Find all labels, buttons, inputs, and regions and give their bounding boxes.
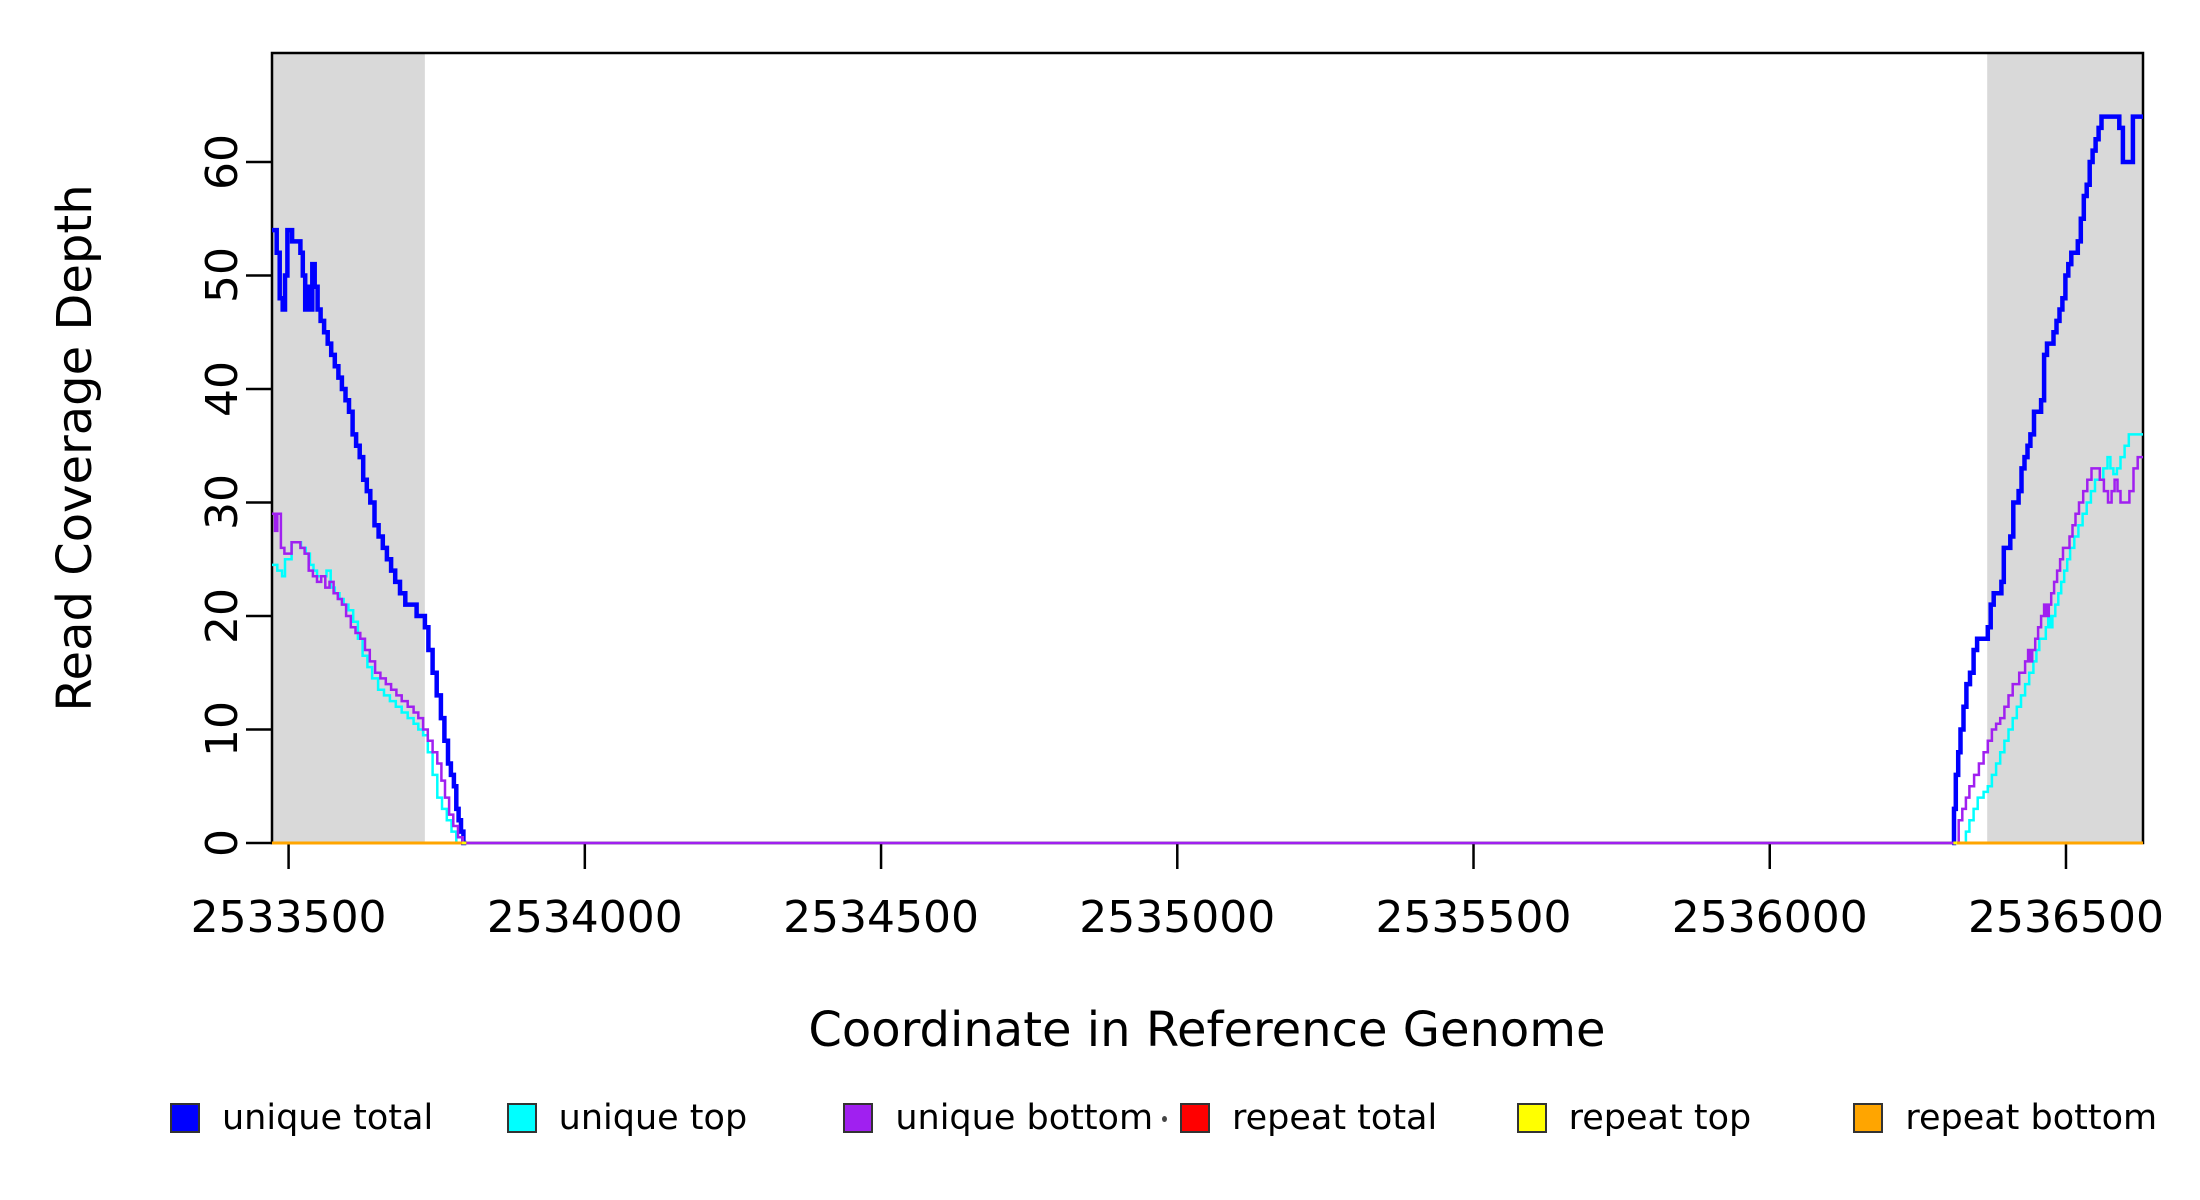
repeat-bottom-swatch-icon <box>1853 1103 1884 1133</box>
legend-label: repeat total <box>1231 1097 1438 1138</box>
x-tick-label: 2536000 <box>1671 892 1868 943</box>
repeat-top-swatch-icon <box>1516 1103 1547 1133</box>
x-tick-label: 2536500 <box>1967 892 2164 943</box>
series-unique-top <box>1962 433 2143 845</box>
legend-item-unique-bottom: unique bottom <box>843 1097 1180 1138</box>
legend-item-repeat-bottom: repeat bottom <box>1853 1097 2190 1138</box>
legend: unique total unique top unique bottom re… <box>170 1094 2190 1142</box>
legend-item-repeat-total: repeat total <box>1179 1097 1517 1138</box>
repeat-region-band <box>272 53 425 843</box>
repeat-region-band <box>1987 53 2143 843</box>
stray-dot <box>1162 1116 1167 1122</box>
unique-total-swatch-icon <box>170 1103 200 1133</box>
legend-label: repeat top <box>1568 1097 1752 1138</box>
x-tick-label: 2533500 <box>190 892 387 943</box>
repeat-total-swatch-icon <box>1179 1103 1210 1133</box>
series-unique-bottom <box>272 455 2143 845</box>
y-axis-title: Read Coverage Depth <box>47 184 103 712</box>
series-unique-total <box>1951 114 2143 846</box>
x-axis-title: Coordinate in Reference Genome <box>808 1002 1606 1058</box>
legend-label: repeat bottom <box>1905 1097 2158 1138</box>
x-tick-label: 2535000 <box>1079 892 1276 943</box>
x-tick-label: 2534500 <box>783 892 980 943</box>
plot-frame <box>270 51 2145 845</box>
legend-item-unique-total: unique total <box>170 1097 507 1138</box>
legend-label: unique total <box>222 1097 434 1138</box>
legend-label: unique top <box>558 1097 748 1138</box>
legend-item-repeat-top: repeat top <box>1516 1097 1854 1138</box>
legend-item-unique-top: unique top <box>506 1097 844 1138</box>
legend-label: unique bottom <box>895 1097 1154 1138</box>
series-unique-total <box>272 227 467 846</box>
unique-top-swatch-icon <box>506 1103 537 1133</box>
unique-bottom-swatch-icon <box>843 1103 874 1133</box>
x-tick-label: 2534000 <box>486 892 683 943</box>
x-tick-label: 2535500 <box>1375 892 1572 943</box>
y-tick-label: 60 <box>196 133 248 190</box>
